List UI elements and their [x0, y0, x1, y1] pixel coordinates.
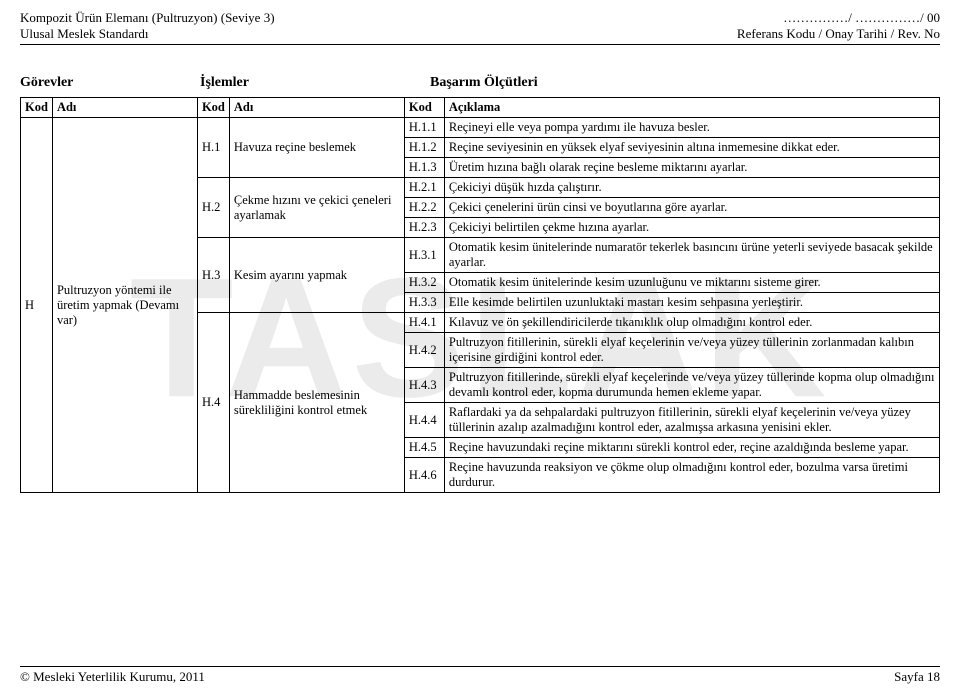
header-left-line2: Ulusal Meslek Standardı: [20, 26, 149, 42]
footer-divider: [20, 666, 940, 667]
olcut-kod-cell: H.4.6: [404, 458, 444, 493]
table-row: HPultruzyon yöntemi ile üretim yapmak (D…: [21, 118, 940, 138]
header-right-line2: Referans Kodu / Onay Tarihi / Rev. No: [737, 26, 940, 42]
gorev-adi-cell: Pultruzyon yöntemi ile üretim yapmak (De…: [52, 118, 197, 493]
th-aciklama: Açıklama: [444, 98, 939, 118]
olcut-kod-cell: H.2.1: [404, 178, 444, 198]
olcut-aciklama-cell: Üretim hızına bağlı olarak reçine beslem…: [444, 158, 939, 178]
th-kod-3: Kod: [404, 98, 444, 118]
islem-adi-cell: Çekme hızını ve çekici çeneleri ayarlama…: [229, 178, 404, 238]
islem-adi-cell: Hammadde beslemesinin sürekliliğini kont…: [229, 313, 404, 493]
header-left-line1: Kompozit Ürün Elemanı (Pultruzyon) (Sevi…: [20, 10, 275, 26]
th-kod-1: Kod: [21, 98, 53, 118]
olcut-aciklama-cell: Çekiciyi düşük hızda çalıştırır.: [444, 178, 939, 198]
footer-right: Sayfa 18: [894, 669, 940, 685]
olcut-aciklama-cell: Pultruzyon fitillerinde, sürekli elyaf k…: [444, 368, 939, 403]
page-footer: © Mesleki Yeterlilik Kurumu, 2011 Sayfa …: [20, 666, 940, 685]
olcut-kod-cell: H.1.3: [404, 158, 444, 178]
olcut-kod-cell: H.4.4: [404, 403, 444, 438]
olcut-aciklama-cell: Kılavuz ve ön şekillendiricilerde tıkanı…: [444, 313, 939, 333]
olcut-kod-cell: H.2.3: [404, 218, 444, 238]
section-headers: Görevler İşlemler Başarım Ölçütleri: [20, 75, 940, 91]
olcut-aciklama-cell: Otomatik kesim ünitelerinde numaratör te…: [444, 238, 939, 273]
table-body: HPultruzyon yöntemi ile üretim yapmak (D…: [21, 118, 940, 493]
th-kod-2: Kod: [197, 98, 229, 118]
section-header-islemler: İşlemler: [200, 75, 430, 91]
footer-left: © Mesleki Yeterlilik Kurumu, 2011: [20, 669, 205, 685]
olcut-kod-cell: H.1.1: [404, 118, 444, 138]
section-header-gorevler: Görevler: [20, 75, 200, 91]
islem-kod-cell: H.4: [197, 313, 229, 493]
olcut-kod-cell: H.3.3: [404, 293, 444, 313]
islem-adi-cell: Kesim ayarını yapmak: [229, 238, 404, 313]
islem-kod-cell: H.2: [197, 178, 229, 238]
olcut-kod-cell: H.4.3: [404, 368, 444, 403]
olcut-kod-cell: H.3.2: [404, 273, 444, 293]
th-adi-1: Adı: [52, 98, 197, 118]
islem-kod-cell: H.1: [197, 118, 229, 178]
section-header-basarim: Başarım Ölçütleri: [430, 75, 940, 91]
page-header: Kompozit Ürün Elemanı (Pultruzyon) (Sevi…: [20, 10, 940, 45]
header-right-line1: ……………/ ……………/ 00: [783, 10, 940, 26]
olcut-kod-cell: H.2.2: [404, 198, 444, 218]
olcut-aciklama-cell: Reçine seviyesinin en yüksek elyaf seviy…: [444, 138, 939, 158]
olcut-aciklama-cell: Pultruzyon fitillerinin, sürekli elyaf k…: [444, 333, 939, 368]
olcut-aciklama-cell: Raflardaki ya da sehpalardaki pultruzyon…: [444, 403, 939, 438]
olcut-aciklama-cell: Elle kesimde belirtilen uzunluktaki mast…: [444, 293, 939, 313]
olcut-kod-cell: H.4.1: [404, 313, 444, 333]
islem-kod-cell: H.3: [197, 238, 229, 313]
olcut-kod-cell: H.4.5: [404, 438, 444, 458]
olcut-aciklama-cell: Reçineyi elle veya pompa yardımı ile hav…: [444, 118, 939, 138]
islem-adi-cell: Havuza reçine beslemek: [229, 118, 404, 178]
header-divider: [20, 44, 940, 45]
th-adi-2: Adı: [229, 98, 404, 118]
gorev-kod-cell: H: [21, 118, 53, 493]
olcut-kod-cell: H.4.2: [404, 333, 444, 368]
olcut-aciklama-cell: Otomatik kesim ünitelerinde kesim uzunlu…: [444, 273, 939, 293]
olcut-kod-cell: H.1.2: [404, 138, 444, 158]
criteria-table: Kod Adı Kod Adı Kod Açıklama HPultruzyon…: [20, 97, 940, 493]
olcut-aciklama-cell: Reçine havuzunda reaksiyon ve çökme olup…: [444, 458, 939, 493]
olcut-aciklama-cell: Çekiciyi belirtilen çekme hızına ayarlar…: [444, 218, 939, 238]
table-header-row: Kod Adı Kod Adı Kod Açıklama: [21, 98, 940, 118]
olcut-aciklama-cell: Reçine havuzundaki reçine miktarını süre…: [444, 438, 939, 458]
olcut-aciklama-cell: Çekici çenelerini ürün cinsi ve boyutlar…: [444, 198, 939, 218]
olcut-kod-cell: H.3.1: [404, 238, 444, 273]
